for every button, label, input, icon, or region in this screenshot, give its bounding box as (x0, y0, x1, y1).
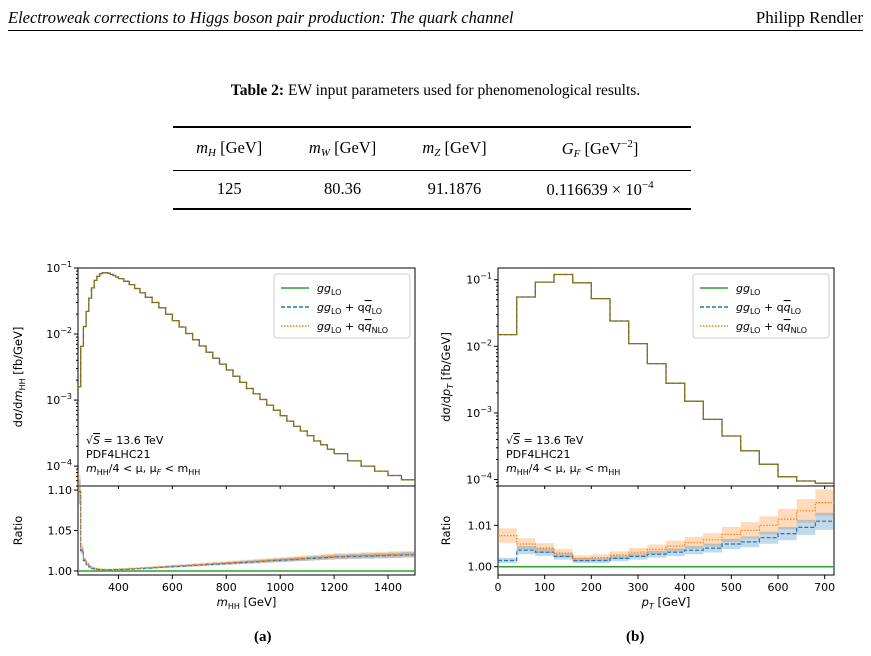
value-gf: 0.116639 × 10−4 (546, 178, 654, 199)
x-tick-label: 1200 (320, 581, 348, 594)
ratio-qq-nlo-line (78, 489, 415, 570)
ratio-y-tick-label: 1.01 (468, 519, 493, 532)
y-axis-label: dσ/dmHH [fb/GeV] (11, 327, 27, 428)
x-axis-label: mHH [GeV] (217, 595, 277, 611)
table-caption-text: EW input parameters used for phenomenolo… (284, 82, 641, 99)
legend-entry-2: ggLO + qqNLO (317, 320, 388, 335)
figure-b-pt: 0 100 200 300 400 500 600 700 10−4 10−3 10−2 10−1 1.… (439, 267, 835, 611)
header-mh: mH [GeV] (196, 138, 263, 160)
legend-entry-2: ggLO + qqNLO (736, 320, 807, 335)
subfigure-label-b: (b) (626, 629, 645, 645)
y-tick-label: 10−1 (46, 260, 72, 275)
ratio-y-tick-label: 1.10 (48, 484, 73, 497)
subfigure-label-a: (a) (254, 629, 272, 645)
table-row: 125 80.36 91.1876 0.116639 × 10−4 (173, 170, 691, 209)
value-mh: 125 (216, 179, 242, 199)
x-tick-label: 200 (581, 581, 602, 594)
y-tick-label: 10−4 (466, 472, 492, 487)
table-caption: Table 2: EW input parameters used for ph… (0, 82, 871, 100)
ratio-qq-lo-line (498, 520, 834, 562)
parameter-table: mH [GeV] mW [GeV] mZ [GeV] GF [GeV−2] 12… (173, 126, 691, 210)
legend-box (692, 273, 830, 339)
series-qq-nlo-line (78, 272, 415, 481)
annotation-pdf: PDF4LHC21 (506, 448, 571, 461)
x-tick-label: 1400 (374, 581, 402, 594)
y-tick-label: 10−3 (466, 405, 492, 420)
running-header: Electroweak corrections to Higgs boson p… (8, 6, 863, 31)
legend-entry-0: ggLO (736, 282, 760, 297)
value-mz: 91.1876 (427, 179, 482, 199)
annotation-scale: mHH/4 < μ, μF < mHH (86, 462, 200, 477)
x-tick-label: 700 (814, 581, 835, 594)
annotation-sqrt-s: √S = 13.6 TeV (86, 434, 164, 447)
x-axis-label: pT [GeV] (641, 595, 691, 611)
x-tick-label: 600 (162, 581, 183, 594)
annotation-pdf: PDF4LHC21 (86, 448, 151, 461)
header-mw: mW [GeV] (308, 138, 377, 160)
x-tick-label: 600 (768, 581, 789, 594)
legend-box (273, 273, 411, 339)
x-tick-label: 400 (674, 581, 695, 594)
ratio-y-tick-label: 1.05 (48, 525, 73, 538)
x-tick-label: 0 (495, 581, 502, 594)
header-mz: mZ [GeV] (422, 138, 487, 160)
x-tick-label: 400 (108, 581, 129, 594)
x-tick-label: 500 (721, 581, 742, 594)
ratio-axis-label: Ratio (439, 516, 453, 546)
y-tick-label: 10−1 (466, 272, 492, 287)
running-author: Philipp Rendler (755, 8, 863, 27)
legend-entry-1: ggLO + qqLO (736, 301, 801, 316)
series-qq-nlo-line (498, 273, 834, 484)
table-caption-label: Table 2: (230, 82, 285, 99)
ratio-plot-frame (497, 485, 835, 576)
annotation-sqrt-s: √S = 13.6 TeV (506, 434, 584, 447)
annotation-scale: mHH/4 < μ, μF < mHH (506, 462, 620, 477)
x-tick-label: 1000 (266, 581, 294, 594)
legend-entry-0: ggLO (317, 282, 341, 297)
running-title: Electroweak corrections to Higgs boson p… (8, 8, 514, 27)
ratio-y-tick-label: 1.00 (48, 565, 73, 578)
x-tick-label: 300 (628, 581, 649, 594)
table-header-row: mH [GeV] mW [GeV] mZ [GeV] GF [GeV−2] (173, 127, 691, 170)
ratio-axis-label: Ratio (11, 516, 25, 546)
ratio-y-tick-label: 1.00 (468, 561, 493, 574)
ratio-qq-nlo-line (498, 502, 834, 559)
value-mw: 80.36 (324, 179, 362, 199)
x-tick-label: 800 (216, 581, 237, 594)
y-tick-label: 10−3 (46, 392, 72, 407)
y-tick-label: 10−2 (46, 326, 72, 341)
y-tick-label: 10−2 (466, 338, 492, 353)
y-tick-label: 10−4 (46, 458, 72, 473)
y-axis-label: dσ/dpT [fb/GeV] (439, 332, 455, 422)
legend-entry-1: ggLO + qqLO (317, 301, 382, 316)
x-tick-label: 100 (534, 581, 555, 594)
header-gf: GF [GeV−2] (561, 137, 639, 160)
figure-a-mhh: 400 600 800 1000 1200 1400 10−4 10−3 10−2 10−1 1.0… (11, 260, 416, 611)
